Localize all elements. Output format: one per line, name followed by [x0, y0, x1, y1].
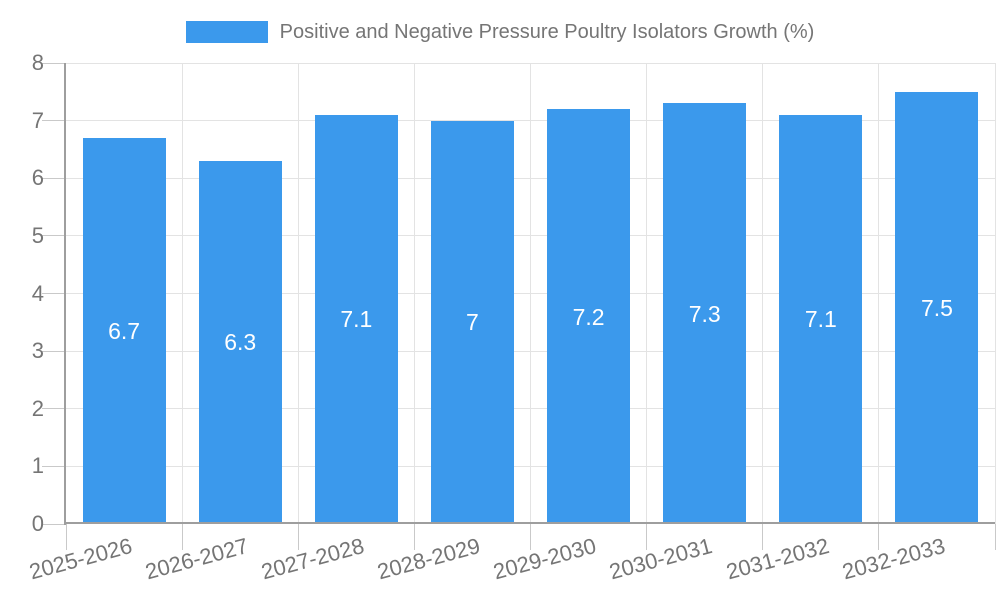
- x-tick: [530, 524, 531, 550]
- y-axis-label: 5: [31, 222, 44, 248]
- x-axis-label: 2028-2029: [374, 533, 483, 585]
- y-axis-label: 4: [31, 280, 44, 306]
- y-tick: [42, 523, 66, 525]
- x-tick: [413, 524, 415, 550]
- y-axis-label: 6: [31, 165, 44, 191]
- y-tick: [42, 177, 66, 179]
- v-gridline: [297, 63, 299, 524]
- bar-value-label: 6.3: [224, 329, 257, 356]
- bar-value-label: 7: [466, 309, 479, 336]
- x-tick: [297, 524, 299, 550]
- v-gridline: [181, 63, 183, 524]
- x-tick: [181, 524, 183, 550]
- v-gridline: [646, 63, 648, 524]
- x-axis-line: [64, 522, 995, 524]
- x-axis-label: 2032-2033: [839, 533, 948, 585]
- x-axis-label: 2030-2031: [607, 533, 716, 585]
- x-axis-label: 2029-2030: [490, 533, 600, 585]
- bar[interactable]: [198, 160, 282, 524]
- y-tick: [42, 62, 66, 64]
- v-gridline: [530, 63, 531, 524]
- v-gridline: [762, 63, 764, 524]
- x-tick: [878, 524, 880, 550]
- bar[interactable]: [314, 114, 398, 524]
- x-axis-label: 2026-2027: [142, 533, 251, 585]
- bar-value-label: 7.1: [340, 306, 373, 333]
- x-axis-label: 2031-2032: [723, 533, 832, 585]
- x-tick: [762, 524, 764, 550]
- y-tick: [42, 465, 66, 467]
- bar[interactable]: [779, 114, 863, 524]
- y-axis-line: [64, 63, 66, 525]
- bar[interactable]: [547, 109, 631, 524]
- x-axis-label: 2025-2026: [26, 533, 135, 585]
- x-axis-label: 2027-2028: [258, 533, 367, 585]
- legend-item[interactable]: Positive and Negative Pressure Poultry I…: [0, 19, 1000, 45]
- y-tick: [42, 293, 66, 294]
- y-tick: [42, 235, 66, 237]
- y-axis-label: 1: [31, 453, 44, 479]
- x-tick: [994, 524, 996, 550]
- y-tick: [42, 408, 66, 410]
- bar-value-label: 6.7: [108, 317, 141, 344]
- y-axis-label: 2: [31, 395, 44, 421]
- y-tick: [42, 120, 66, 122]
- bar-value-label: 7.3: [688, 300, 721, 327]
- legend-swatch: [185, 21, 268, 43]
- y-axis-label: 7: [31, 107, 44, 133]
- bar[interactable]: [663, 103, 747, 524]
- bar[interactable]: [895, 91, 979, 524]
- v-gridline: [994, 63, 996, 524]
- bar[interactable]: [430, 120, 514, 524]
- y-axis-label: 8: [31, 50, 44, 75]
- v-gridline: [878, 63, 880, 524]
- bar[interactable]: [82, 137, 166, 524]
- x-tick: [65, 524, 67, 550]
- bar-value-label: 7.1: [804, 306, 837, 333]
- y-tick: [42, 350, 66, 352]
- bar-value-label: 7.5: [920, 294, 953, 321]
- y-axis-label: 3: [31, 338, 44, 364]
- v-gridline: [413, 63, 415, 524]
- y-axis-label: 0: [31, 511, 44, 536]
- bar-value-label: 7.2: [572, 303, 605, 330]
- x-tick: [646, 524, 648, 550]
- chart-title: Positive and Negative Pressure Poultry I…: [279, 20, 815, 43]
